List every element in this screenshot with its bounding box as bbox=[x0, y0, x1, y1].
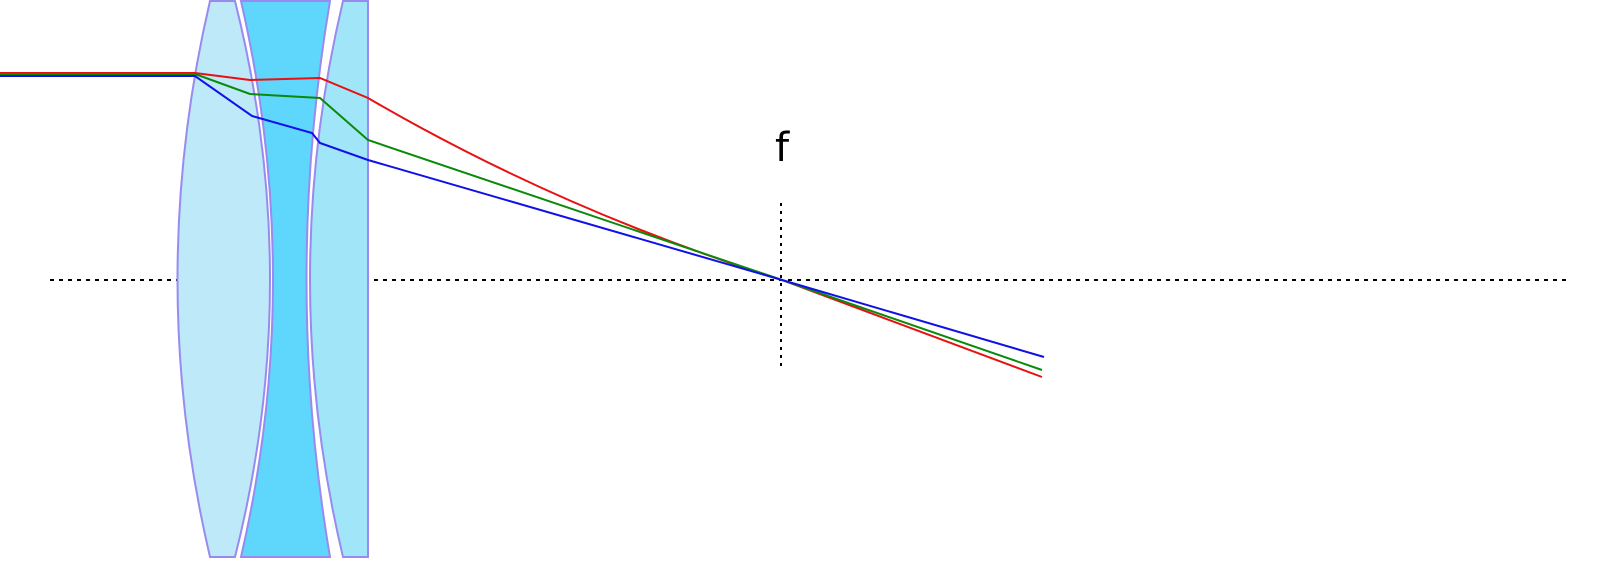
ray-green bbox=[0, 73, 1043, 371]
lens-concave bbox=[239, 0, 332, 558]
ray-blue bbox=[0, 75, 1045, 358]
ray-red bbox=[0, 72, 1043, 378]
lens-meniscus bbox=[309, 0, 369, 558]
lens-convex bbox=[176, 0, 271, 558]
focal-label: f bbox=[775, 125, 790, 171]
